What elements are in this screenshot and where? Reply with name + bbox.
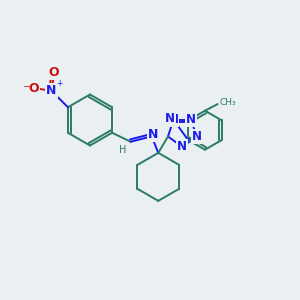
- Text: CH₃: CH₃: [219, 98, 236, 107]
- Text: H: H: [119, 145, 127, 155]
- Text: −: −: [22, 81, 30, 90]
- Text: N: N: [191, 130, 202, 143]
- Text: N: N: [46, 84, 57, 97]
- Text: +: +: [56, 79, 62, 88]
- Text: O: O: [49, 66, 59, 79]
- Text: N: N: [169, 113, 178, 126]
- Text: N: N: [148, 128, 158, 141]
- Text: N: N: [186, 113, 196, 126]
- Text: N: N: [177, 140, 187, 153]
- Text: N: N: [165, 112, 175, 125]
- Text: O: O: [28, 82, 39, 95]
